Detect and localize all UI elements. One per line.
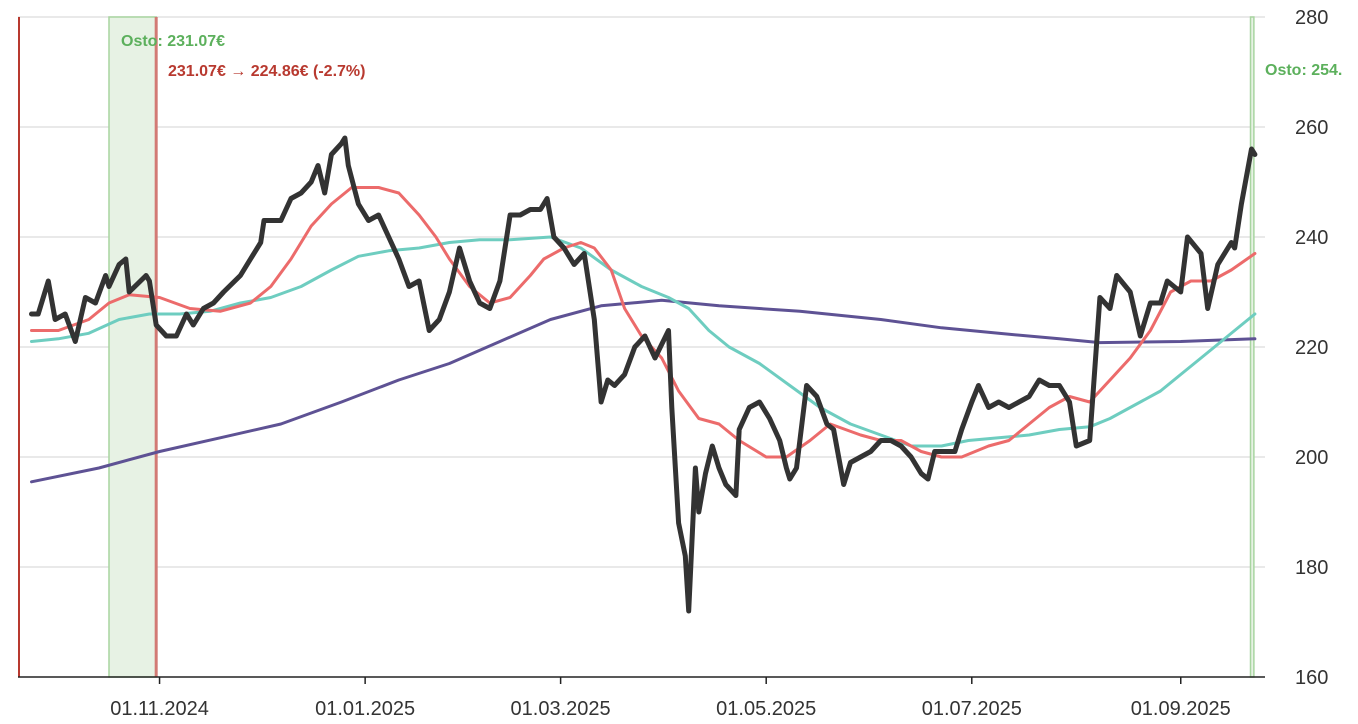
y-tick-label: 240	[1295, 227, 1328, 249]
buy-label-2: Osto: 254.	[1265, 62, 1342, 79]
series-price	[29, 135, 1258, 614]
x-axis: 01.11.2024 01.01.2025 01.03.2025 01.05.2025…	[110, 677, 1231, 720]
x-tick-label: 01.07.2025	[922, 698, 1022, 720]
grid-lines	[18, 16, 1265, 568]
x-tick-label: 01.03.2025	[511, 698, 611, 720]
y-tick-label: 280	[1295, 7, 1328, 29]
buy-label-1: Osto: 231.07€	[121, 33, 225, 50]
series-ma-short	[30, 186, 1257, 459]
buy-band-1	[108, 16, 157, 678]
series-lines	[29, 135, 1258, 614]
series-ma-long	[30, 298, 1257, 484]
y-tick-label: 180	[1295, 557, 1328, 579]
buy-band-2	[1249, 16, 1255, 678]
y-tick-label: 220	[1295, 337, 1328, 359]
x-tick-label: 01.05.2025	[716, 698, 816, 720]
x-tick-label: 01.09.2025	[1131, 698, 1231, 720]
y-tick-label: 260	[1295, 117, 1328, 139]
y-tick-label: 200	[1295, 447, 1328, 469]
y-axis: 160 180 200 220 240 260 280	[1295, 7, 1328, 689]
x-tick-label: 01.01.2025	[315, 698, 415, 720]
y-tick-label: 160	[1295, 667, 1328, 689]
trade-result-label: 231.07€ → 224.86€ (-2.7%)	[168, 63, 365, 80]
x-tick-label: 01.11.2024	[110, 698, 209, 720]
